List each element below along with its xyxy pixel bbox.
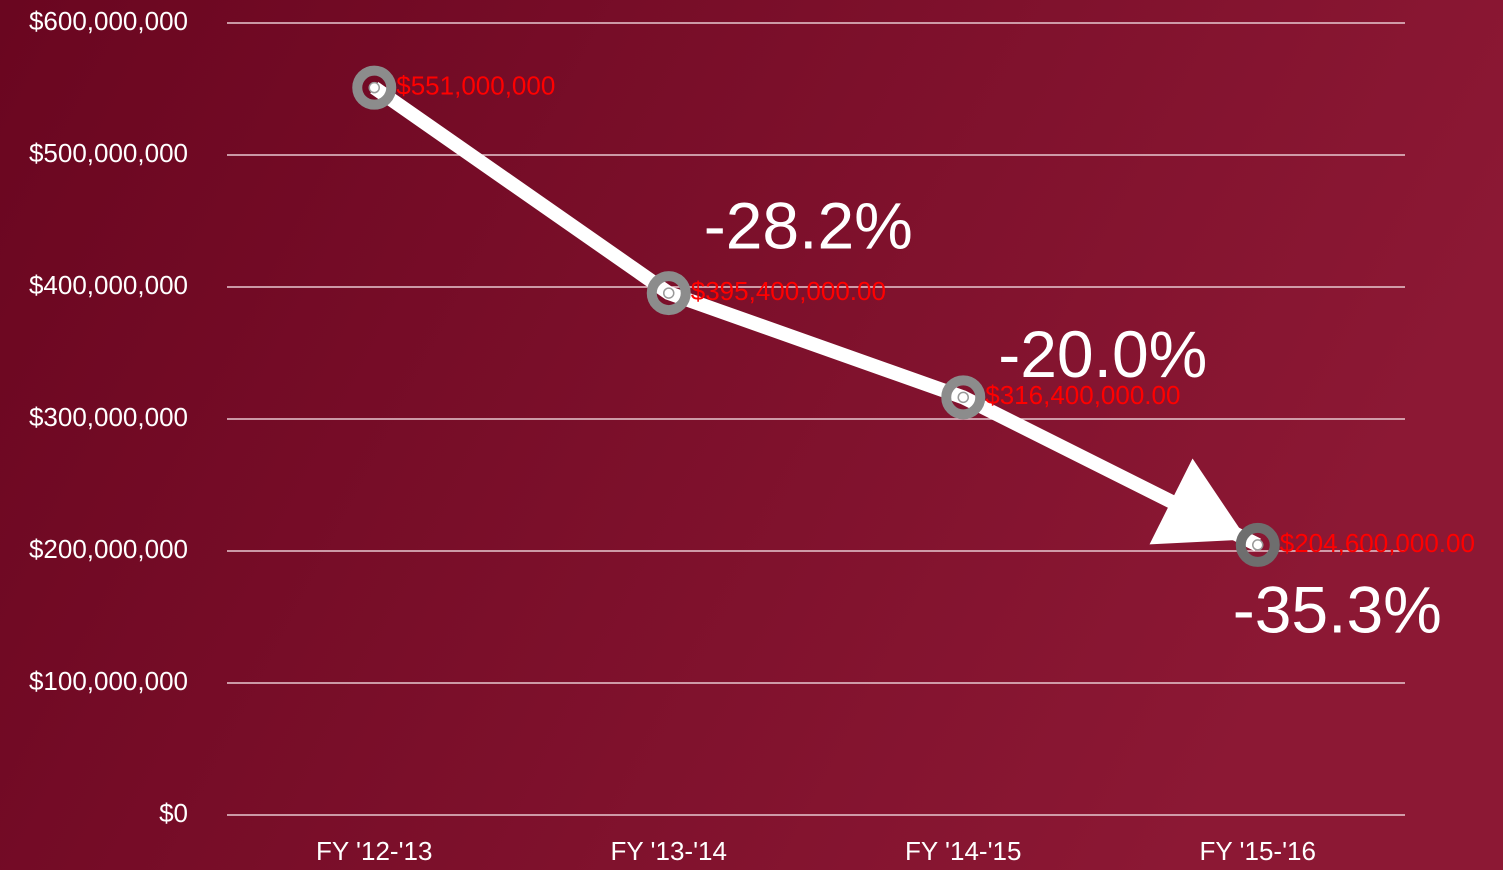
point-marker xyxy=(1235,522,1280,567)
y-tick-label: $300,000,000 xyxy=(29,402,188,432)
annotation: -28.2% xyxy=(704,189,913,263)
y-tick-label: $0 xyxy=(159,798,188,828)
x-tick-label: FY '13-'14 xyxy=(611,836,727,866)
point-marker xyxy=(646,271,691,316)
point-center xyxy=(957,391,969,404)
arrowhead xyxy=(1149,458,1248,545)
x-tick-label: FY '14-'15 xyxy=(905,836,1021,866)
x-tick-label: FY '15-'16 xyxy=(1200,836,1316,866)
value-label: $395,400,000.00 xyxy=(691,276,886,306)
value-label: $551,000,000 xyxy=(396,71,555,101)
annotation: -20.0% xyxy=(998,317,1207,391)
annotation: -35.3% xyxy=(1233,572,1442,646)
point-marker xyxy=(941,375,986,420)
point-marker xyxy=(352,65,397,110)
y-tick-label: $400,000,000 xyxy=(29,270,188,300)
point-center xyxy=(663,287,675,299)
line xyxy=(370,81,1261,552)
value-label: $316,400,000.00 xyxy=(985,380,1180,410)
value-label: $204,600,000.00 xyxy=(1280,528,1475,558)
y-tick-label: $600,000,000 xyxy=(29,6,188,36)
y-tick-label: $500,000,000 xyxy=(29,138,188,168)
point-center xyxy=(1252,539,1264,551)
x-tick-label: FY '12-'13 xyxy=(316,836,432,866)
point-center xyxy=(368,81,380,94)
y-tick-label: $200,000,000 xyxy=(29,534,188,564)
y-tick-label: $100,000,000 xyxy=(29,666,188,696)
